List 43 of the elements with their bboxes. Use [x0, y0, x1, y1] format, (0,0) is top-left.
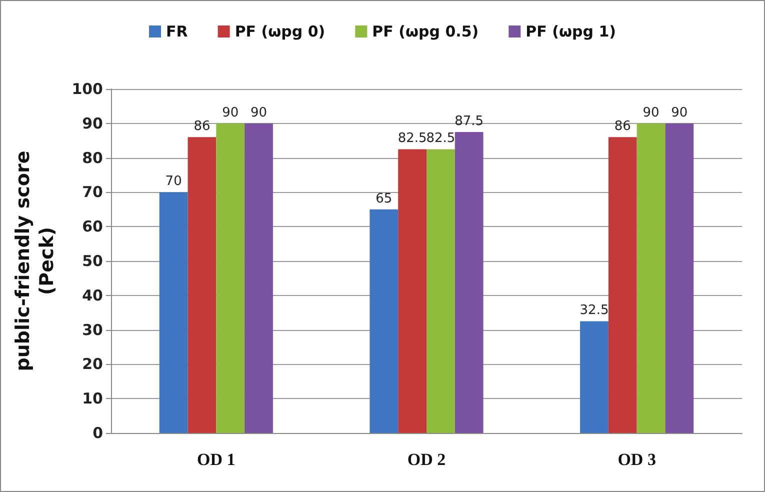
bar	[370, 209, 398, 433]
bar	[216, 123, 245, 433]
legend-label: PF (ωpg 0.5)	[372, 22, 479, 40]
bar	[398, 149, 426, 433]
x-tick-label: OD 2	[407, 450, 446, 469]
legend-label: PF (ωpg 0)	[234, 22, 326, 40]
bar	[608, 137, 637, 433]
y-tick-label: 20	[82, 355, 103, 374]
bar	[159, 192, 188, 433]
bar	[244, 123, 273, 433]
data-label: 90	[671, 105, 688, 120]
legend-label: FR	[166, 22, 188, 40]
x-tick-label: OD 1	[197, 450, 236, 469]
bar	[636, 123, 666, 433]
bar	[665, 123, 694, 433]
bar	[580, 321, 608, 433]
data-label: 86	[614, 119, 631, 134]
data-label: 90	[222, 105, 239, 120]
data-label: 90	[642, 105, 660, 120]
y-tick-label: 60	[82, 218, 103, 236]
y-tick-label: 40	[82, 286, 103, 304]
data-label: 87.5	[454, 114, 484, 129]
y-tick-label: 70	[82, 183, 103, 202]
bar	[426, 149, 455, 433]
data-label: 65	[376, 191, 392, 206]
data-label: 70	[165, 174, 182, 190]
data-label: 32.5	[580, 303, 609, 318]
y-tick-label: 100	[72, 80, 103, 98]
data-label: 82.5	[398, 131, 427, 146]
bar	[188, 137, 216, 433]
data-label: 82.5	[426, 131, 456, 146]
y-tick-label: 80	[82, 148, 103, 167]
data-label: 86	[194, 119, 210, 134]
y-tick-label: 0	[92, 424, 103, 442]
legend-label: PF (ωpg 1)	[526, 22, 616, 40]
bar	[454, 132, 484, 433]
y-tick-label: 90	[82, 114, 103, 132]
y-tick-label: 10	[82, 390, 103, 408]
data-label: 90	[250, 105, 268, 120]
x-tick-label: OD 3	[618, 450, 656, 469]
y-tick-label: 50	[82, 252, 103, 270]
y-tick-label: 30	[82, 320, 103, 339]
y-axis-title: public-friendly score (Peck)	[12, 150, 58, 372]
